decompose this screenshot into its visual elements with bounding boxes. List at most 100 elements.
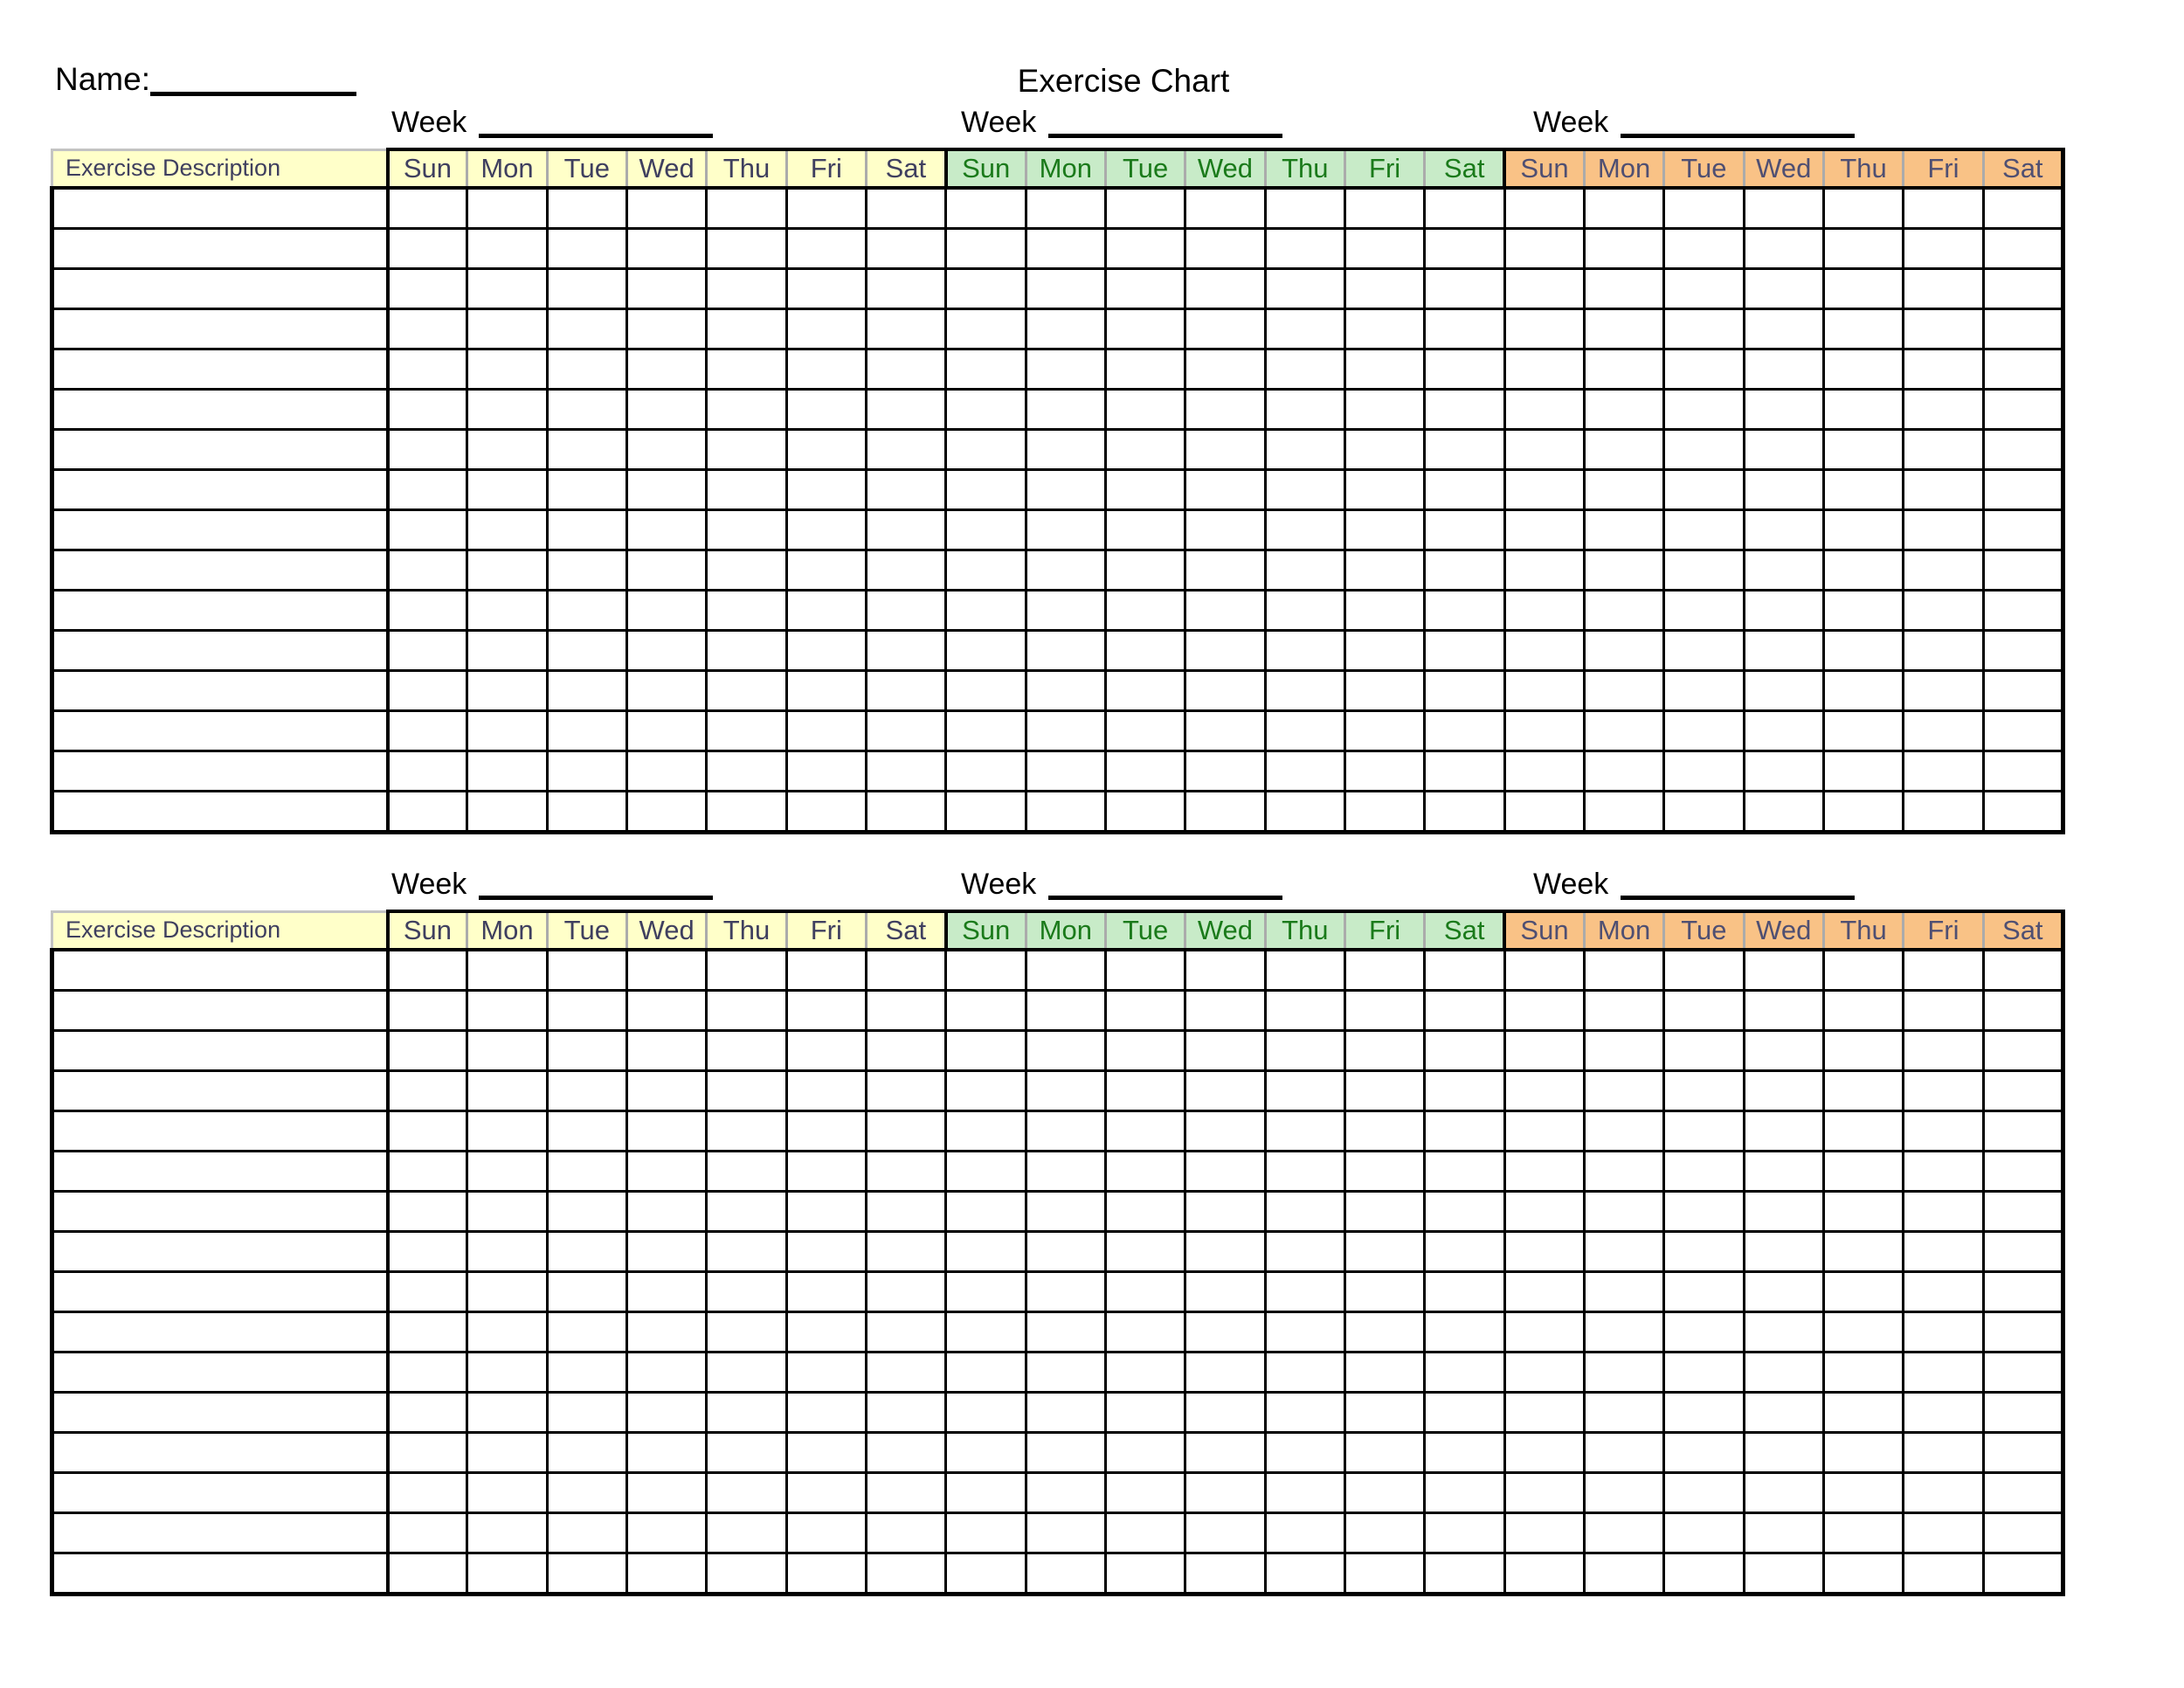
day-cell[interactable] (944, 790, 1027, 834)
day-cell[interactable] (944, 1431, 1027, 1474)
day-cell[interactable] (1184, 948, 1267, 992)
day-cell[interactable] (1024, 790, 1107, 834)
day-cell[interactable] (944, 1351, 1027, 1394)
day-cell[interactable] (1742, 549, 1825, 591)
day-cell[interactable] (1981, 348, 2066, 391)
day-cell[interactable] (1423, 1150, 1506, 1193)
day-cell[interactable] (545, 989, 628, 1032)
day-cell[interactable] (1821, 1270, 1905, 1313)
day-cell[interactable] (1503, 1069, 1586, 1112)
day-cell[interactable] (1582, 750, 1666, 792)
day-cell[interactable] (1981, 428, 2066, 471)
day-cell[interactable] (1263, 669, 1346, 712)
day-cell[interactable] (385, 1471, 469, 1514)
day-cell[interactable] (385, 669, 469, 712)
day-cell[interactable] (466, 1230, 549, 1273)
day-cell[interactable] (1503, 750, 1586, 792)
day-cell[interactable] (1902, 227, 1985, 270)
day-cell[interactable] (784, 468, 867, 511)
day-cell[interactable] (1343, 348, 1427, 391)
day-cell[interactable] (1821, 468, 1905, 511)
day-cell[interactable] (1024, 1110, 1107, 1152)
day-cell[interactable] (864, 1110, 948, 1152)
day-cell[interactable] (705, 428, 788, 471)
day-cell[interactable] (1024, 1029, 1107, 1072)
day-cell[interactable] (864, 1069, 948, 1112)
day-cell[interactable] (545, 468, 628, 511)
day-cell[interactable] (625, 1552, 708, 1596)
day-cell[interactable] (1981, 709, 2066, 752)
day-cell[interactable] (1981, 1029, 2066, 1072)
day-cell[interactable] (466, 629, 549, 672)
day-cell[interactable] (705, 308, 788, 350)
day-cell[interactable] (466, 1270, 549, 1313)
day-cell[interactable] (1902, 1190, 1985, 1233)
day-cell[interactable] (1184, 1391, 1267, 1434)
day-cell[interactable] (944, 589, 1027, 632)
day-cell[interactable] (1582, 388, 1666, 431)
exercise-description-cell[interactable] (50, 629, 390, 672)
day-cell[interactable] (1582, 669, 1666, 712)
day-cell[interactable] (1981, 388, 2066, 431)
day-cell[interactable] (864, 1311, 948, 1353)
day-cell[interactable] (944, 1110, 1027, 1152)
day-cell[interactable] (1423, 1512, 1506, 1554)
day-cell[interactable] (1184, 589, 1267, 632)
day-cell[interactable] (1902, 589, 1985, 632)
day-cell[interactable] (625, 709, 708, 752)
day-cell[interactable] (466, 790, 549, 834)
day-cell[interactable] (625, 948, 708, 992)
day-cell[interactable] (1103, 1391, 1187, 1434)
day-cell[interactable] (1981, 468, 2066, 511)
day-cell[interactable] (1503, 186, 1586, 230)
day-cell[interactable] (1742, 1230, 1825, 1273)
day-cell[interactable] (1662, 1110, 1745, 1152)
day-cell[interactable] (705, 989, 788, 1032)
day-cell[interactable] (784, 1311, 867, 1353)
day-cell[interactable] (1902, 348, 1985, 391)
day-cell[interactable] (1343, 629, 1427, 672)
exercise-description-cell[interactable] (50, 1311, 390, 1353)
day-cell[interactable] (864, 1351, 948, 1394)
exercise-description-cell[interactable] (50, 669, 390, 712)
day-cell[interactable] (1981, 1270, 2066, 1313)
day-cell[interactable] (385, 227, 469, 270)
day-cell[interactable] (1742, 1190, 1825, 1233)
day-cell[interactable] (1981, 669, 2066, 712)
day-cell[interactable] (545, 186, 628, 230)
day-cell[interactable] (1263, 1190, 1346, 1233)
day-cell[interactable] (1184, 1150, 1267, 1193)
day-cell[interactable] (1103, 1230, 1187, 1273)
day-cell[interactable] (1821, 1512, 1905, 1554)
exercise-description-cell[interactable] (50, 549, 390, 591)
day-cell[interactable] (1423, 1351, 1506, 1394)
day-cell[interactable] (864, 989, 948, 1032)
day-cell[interactable] (1423, 308, 1506, 350)
day-cell[interactable] (864, 428, 948, 471)
day-cell[interactable] (1103, 750, 1187, 792)
day-cell[interactable] (1184, 1069, 1267, 1112)
day-cell[interactable] (1503, 989, 1586, 1032)
day-cell[interactable] (385, 1431, 469, 1474)
day-cell[interactable] (625, 468, 708, 511)
day-cell[interactable] (1263, 388, 1346, 431)
day-cell[interactable] (385, 1150, 469, 1193)
day-cell[interactable] (545, 1351, 628, 1394)
day-cell[interactable] (1423, 629, 1506, 672)
day-cell[interactable] (1184, 750, 1267, 792)
day-cell[interactable] (1981, 1471, 2066, 1514)
day-cell[interactable] (1103, 1471, 1187, 1514)
exercise-description-cell[interactable] (50, 750, 390, 792)
day-cell[interactable] (1423, 549, 1506, 591)
day-cell[interactable] (1981, 1230, 2066, 1273)
day-cell[interactable] (944, 948, 1027, 992)
day-cell[interactable] (1184, 267, 1267, 310)
day-cell[interactable] (1821, 1391, 1905, 1434)
day-cell[interactable] (1103, 388, 1187, 431)
day-cell[interactable] (1981, 267, 2066, 310)
day-cell[interactable] (1981, 508, 2066, 551)
exercise-description-cell[interactable] (50, 1150, 390, 1193)
day-cell[interactable] (1423, 1110, 1506, 1152)
day-cell[interactable] (1582, 1311, 1666, 1353)
day-cell[interactable] (1263, 1230, 1346, 1273)
